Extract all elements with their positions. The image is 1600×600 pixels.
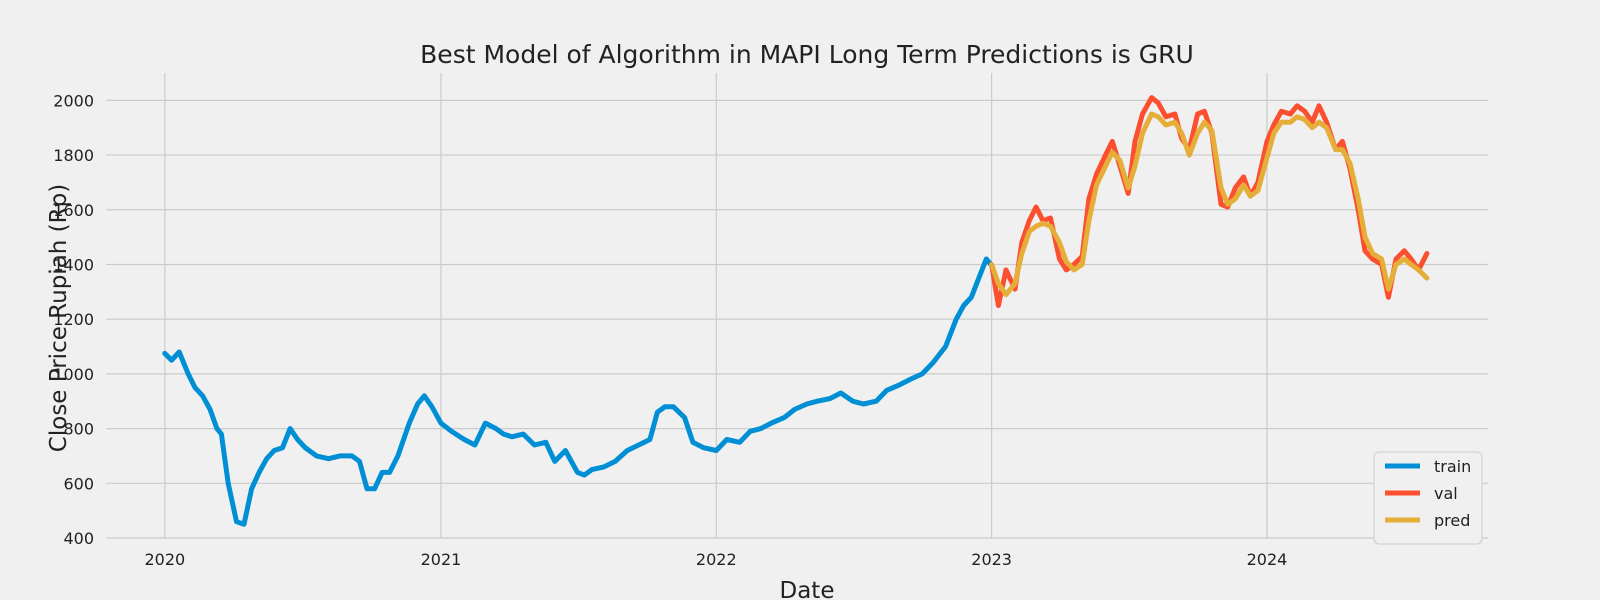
y-tick-label: 1400 (53, 255, 94, 274)
legend-label-train: train (1434, 457, 1471, 476)
tick-labels: 400 600 800 1000 1200 1400 1600 1800 2000 2020 202… (53, 91, 1287, 569)
x-tick-label: 2024 (1247, 550, 1288, 569)
series-line-pred (989, 111, 1430, 298)
y-tick-label: 1800 (53, 146, 94, 165)
legend-label-val: val (1434, 484, 1458, 503)
y-tick-label: 1000 (53, 365, 94, 384)
y-tick-label: 600 (63, 474, 94, 493)
x-tick-label: 2020 (144, 550, 185, 569)
x-axis-title: Date (780, 578, 835, 600)
x-tick-label: 2021 (421, 550, 462, 569)
legend-label-pred: pred (1434, 511, 1470, 530)
x-tick-label: 2022 (696, 550, 737, 569)
y-tick-label: 400 (63, 529, 94, 548)
series-line-train (162, 256, 994, 527)
legend: train val pred (1373, 451, 1483, 545)
series-lines (162, 95, 1430, 527)
y-tick-label: 800 (63, 420, 94, 439)
y-tick-label: 1200 (53, 310, 94, 329)
y-axis-title: Close Price Rupiah (Rp) (46, 184, 72, 452)
y-tick-label: 1600 (53, 201, 94, 220)
chart-title: Best Model of Algorithm in MAPI Long Ter… (420, 40, 1194, 69)
grid-lines (106, 73, 1488, 539)
y-tick-label: 2000 (53, 91, 94, 110)
x-tick-label: 2023 (971, 550, 1012, 569)
